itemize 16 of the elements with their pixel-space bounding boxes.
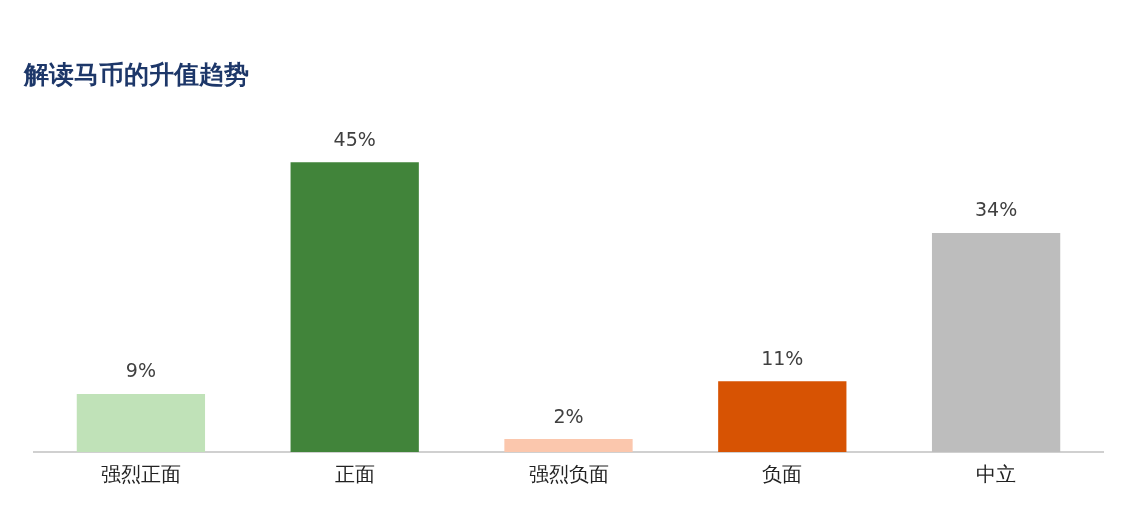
data-label: 11%: [761, 346, 804, 369]
data-label: 9%: [125, 359, 156, 382]
data-label: 45%: [333, 127, 376, 150]
bar: [76, 394, 206, 452]
bar: [931, 233, 1061, 452]
x-tick-label: 强烈正面: [100, 462, 181, 487]
x-tick-label: 负面: [762, 462, 803, 487]
bar: [718, 381, 847, 452]
bar: [290, 162, 419, 452]
x-tick-label: 中立: [976, 462, 1017, 487]
x-tick-label: 强烈负面: [528, 462, 609, 487]
data-label: 34%: [974, 198, 1018, 221]
chart-title: 解读马币的升值趋势: [24, 59, 249, 91]
x-tick-label: 正面: [334, 462, 375, 487]
data-label: 2%: [553, 404, 584, 427]
bar: [504, 439, 633, 452]
